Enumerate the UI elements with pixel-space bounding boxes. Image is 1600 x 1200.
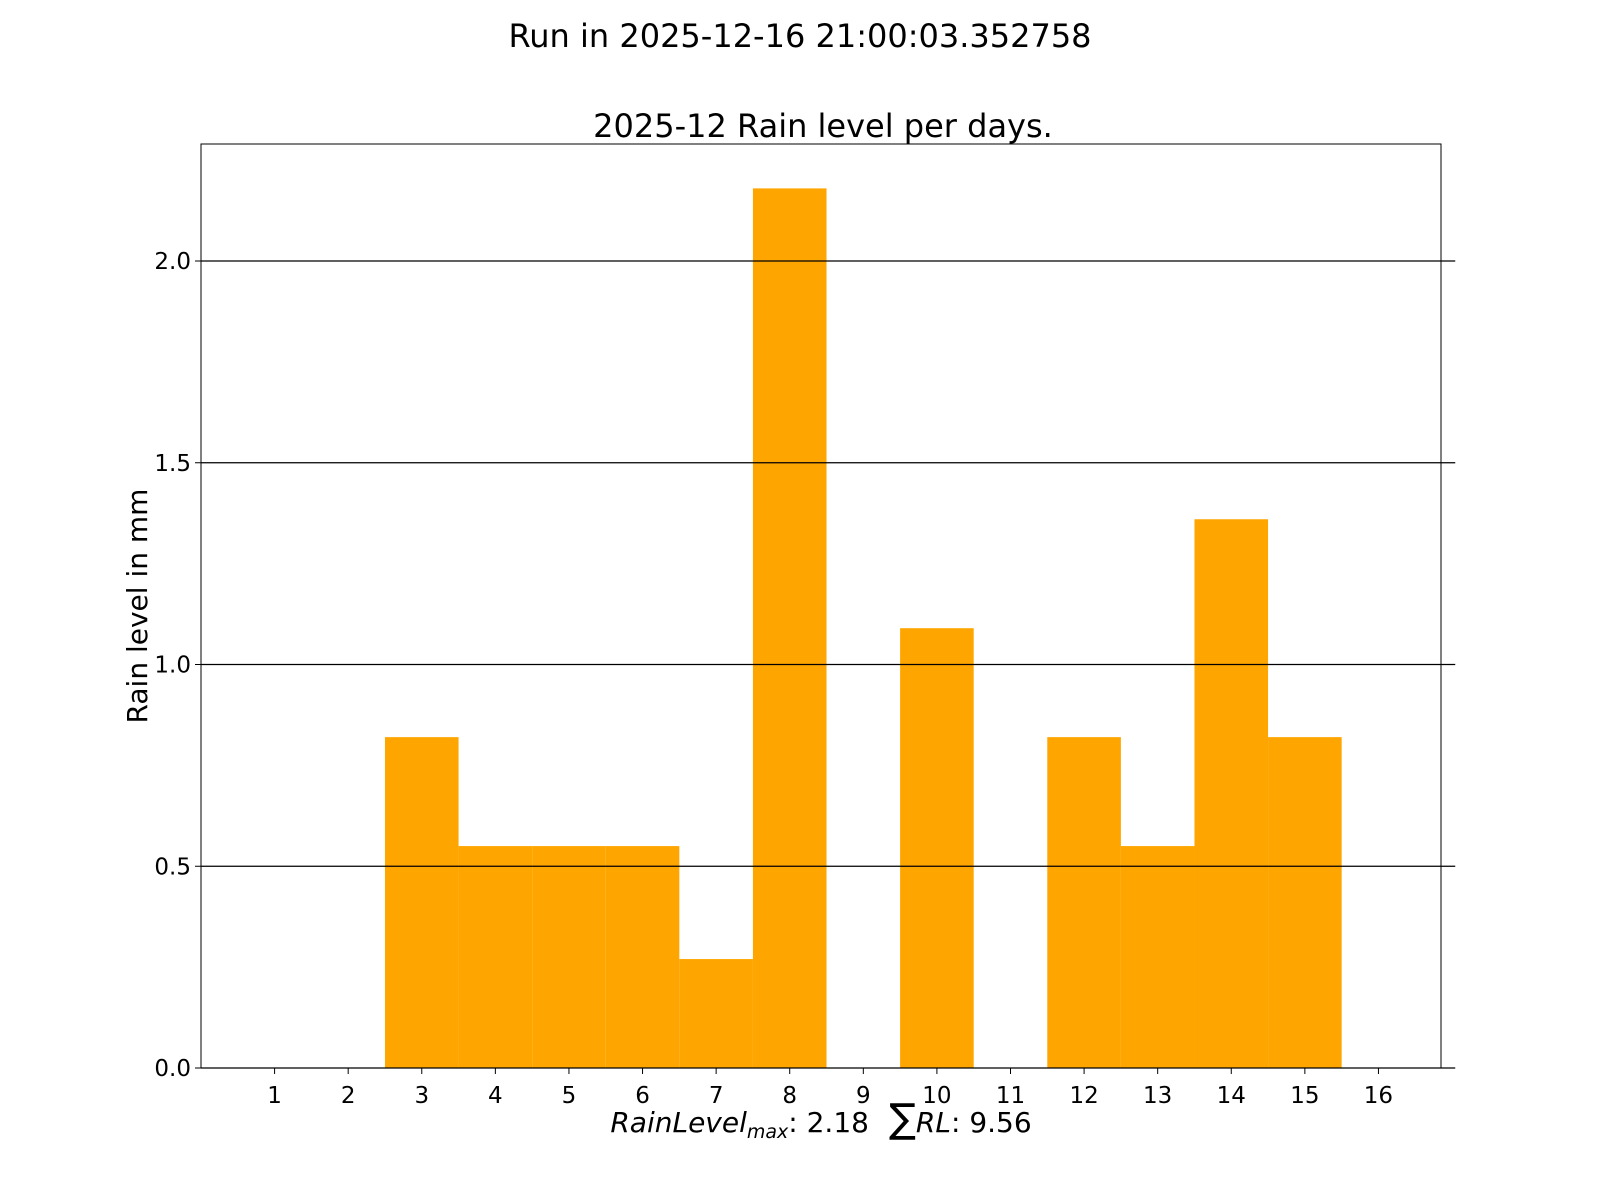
chart-suptitle: Run in 2025-12-16 21:00:03.352758 bbox=[508, 17, 1091, 55]
y-tick-label: 1.5 bbox=[154, 451, 191, 477]
y-axis-label: Rain level in mm bbox=[121, 489, 154, 724]
x-tick-label: 14 bbox=[1217, 1083, 1246, 1109]
bar-day-13 bbox=[1120, 846, 1195, 1068]
x-tick-label: 15 bbox=[1290, 1083, 1319, 1109]
x-axis-label: RainLevelmax: 2.18 ∑RL: 9.56 bbox=[610, 1096, 1031, 1143]
x-tick-label: 13 bbox=[1143, 1083, 1172, 1109]
x-tick-label: 2 bbox=[341, 1083, 356, 1109]
x-tick-label: 12 bbox=[1069, 1083, 1098, 1109]
bar-day-14 bbox=[1194, 519, 1269, 1068]
x-tick-label: 5 bbox=[562, 1083, 577, 1109]
x-tick-label: 16 bbox=[1364, 1083, 1393, 1109]
x-tick-label: 4 bbox=[488, 1083, 503, 1109]
bar-day-6 bbox=[605, 846, 680, 1068]
max-subscript: max bbox=[747, 1121, 789, 1143]
x-tick-label: 1 bbox=[267, 1083, 282, 1109]
bar-day-5 bbox=[532, 846, 606, 1068]
bar-day-12 bbox=[1047, 737, 1121, 1068]
bar-day-7 bbox=[679, 959, 753, 1068]
max-value: : 2.18 bbox=[788, 1106, 869, 1139]
chart-title: 2025-12 Rain level per days. bbox=[593, 107, 1053, 145]
x-tick-label: 6 bbox=[635, 1083, 650, 1109]
y-tick-label: 1.0 bbox=[154, 653, 191, 679]
sum-symbol: ∑ bbox=[889, 1096, 916, 1142]
bar-day-8 bbox=[752, 188, 827, 1068]
bars bbox=[384, 188, 1342, 1068]
x-tick-label: 9 bbox=[856, 1083, 871, 1109]
sum-value: : 9.56 bbox=[951, 1106, 1032, 1139]
bar-day-10 bbox=[900, 628, 974, 1068]
y-tick-label: 0.0 bbox=[154, 1056, 191, 1082]
plot-area-frame bbox=[200, 143, 1442, 1069]
y-tick-label: 0.5 bbox=[154, 854, 191, 880]
y-tick-label: 2.0 bbox=[154, 249, 191, 275]
sum-label: RL bbox=[916, 1106, 951, 1139]
x-tick-label: 7 bbox=[709, 1083, 724, 1109]
x-axis-ticks: 1 2 3 4 5 6 7 8 9 10 11 12 13 14 15 16 bbox=[267, 1068, 1393, 1109]
x-tick-label: 10 bbox=[922, 1083, 951, 1109]
x-tick-label: 3 bbox=[414, 1083, 429, 1109]
bar-day-4 bbox=[458, 846, 533, 1068]
x-tick-label: 8 bbox=[782, 1083, 797, 1109]
max-label: RainLevel bbox=[610, 1106, 747, 1139]
x-tick-label: 11 bbox=[996, 1083, 1025, 1109]
y-axis-ticks: 0.0 0.5 1.0 1.5 2.0 bbox=[154, 249, 201, 1082]
bar-day-3 bbox=[384, 737, 459, 1068]
bar-day-15 bbox=[1268, 737, 1342, 1068]
